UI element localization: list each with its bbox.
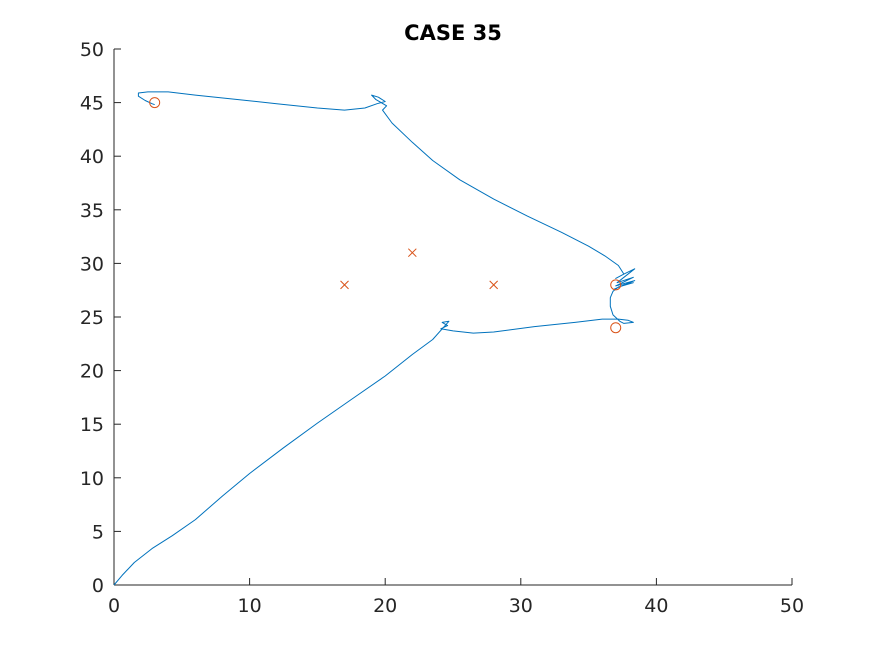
trajectory-line (113, 91, 636, 586)
y-tick-label: 45 (80, 93, 104, 115)
x-marker (489, 280, 499, 290)
y-tick-label: 0 (92, 575, 104, 597)
chart-title: CASE 35 (404, 21, 502, 45)
y-tick-label: 25 (80, 307, 104, 329)
circle-marker (610, 322, 622, 334)
x-marker-stroke (340, 280, 349, 290)
y-tick-label: 5 (92, 521, 104, 543)
y-tick-label: 50 (80, 39, 104, 61)
y-tick-label: 35 (80, 200, 104, 222)
x-tick-label: 50 (780, 595, 804, 617)
y-tick-label: 10 (80, 468, 104, 490)
y-tick-label: 15 (80, 414, 104, 436)
x-tick-label: 40 (644, 595, 668, 617)
axes: 0 10 20 30 40 50 0 5 10 15 20 25 30 35 40 45 50 (80, 39, 804, 617)
x-tick-label: 30 (509, 595, 533, 617)
x-marker-stroke (489, 280, 499, 290)
x-tick-label: 10 (238, 595, 262, 617)
plot-area (113, 91, 636, 586)
circle-marker (610, 279, 622, 291)
y-tick-label: 40 (80, 146, 104, 168)
x-tick-label: 0 (108, 595, 120, 617)
x-tick-label: 20 (373, 595, 397, 617)
x-marker (340, 280, 349, 290)
x-marker (407, 248, 417, 258)
y-tick-label: 30 (80, 253, 104, 275)
y-tick-label: 20 (80, 361, 104, 383)
x-marker-stroke (407, 248, 417, 258)
circle-marker (149, 97, 161, 109)
